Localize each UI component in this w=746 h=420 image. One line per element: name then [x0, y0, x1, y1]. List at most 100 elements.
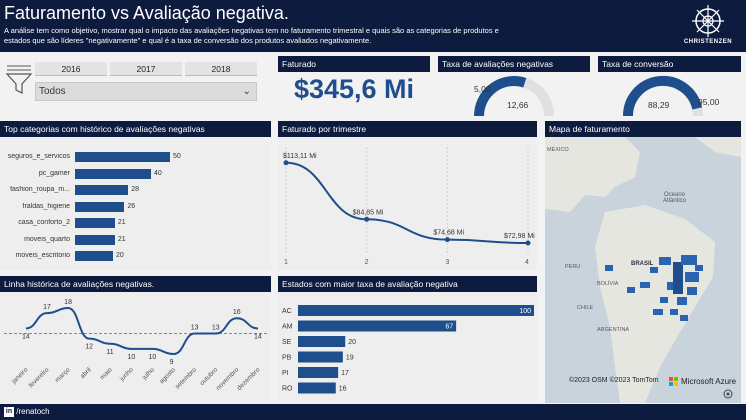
page-subtitle: A análise tem como objetivo, mostrar qua… [4, 26, 499, 45]
category-value: 50 [173, 153, 181, 160]
category-label: pc_gamer [38, 169, 70, 177]
category-value: 26 [127, 202, 136, 210]
taxa-conversao-value: 88,29 [648, 100, 670, 110]
x-tick-label: fevereiro [28, 366, 51, 389]
category-value: 21 [117, 235, 126, 243]
taxa-conversao-header: Taxa de conversão [598, 56, 741, 72]
category-label: fashion_roupa_m... [10, 186, 70, 193]
state-bar[interactable] [298, 382, 336, 394]
state-value: 67 [445, 324, 453, 331]
x-tick-label: maio [99, 366, 114, 381]
linha-historica-header: Linha histórica de avaliações negativas. [0, 276, 271, 292]
trimestre-header: Faturado por trimestre [278, 121, 537, 137]
taxa-conversao-target: 95,00 [698, 97, 720, 107]
x-tick-label: 4 [525, 259, 529, 266]
category-bar[interactable] [75, 234, 115, 245]
category-bar[interactable] [75, 201, 125, 212]
category-dropdown[interactable]: Todos ⌄ [35, 82, 257, 101]
top-categorias-chart: seguros_e_servicos 50 pc_gamer 40 fashion_ro… [0, 137, 271, 270]
category-label: casa_conforto_2 [18, 219, 70, 226]
map-view[interactable]: Oceano Atlântico MÉXICO BRASIL PERU BOLÍV… [545, 137, 741, 403]
x-tick-label: setembro [174, 366, 198, 390]
footer: in /renatoch [0, 404, 746, 420]
state-value: 100 [519, 308, 531, 315]
page-title: Faturamento vs Avaliação negativa. [4, 3, 289, 23]
linkedin-icon[interactable]: in [4, 407, 14, 417]
category-label: moveis_quarto [24, 235, 70, 243]
data-label: $72,98 Mi [504, 233, 535, 240]
data-label: $74,68 Mi [433, 230, 464, 237]
taxa-conversao-gauge [622, 75, 703, 117]
data-point[interactable] [444, 237, 450, 243]
category-label: seguros_e_servicos [7, 153, 70, 160]
data-label: $84,85 Mi [353, 209, 384, 216]
taxa-negativa-target: 5,00 [474, 84, 491, 94]
state-value: 16 [339, 386, 347, 393]
category-bar[interactable] [75, 251, 113, 261]
data-label: 14 [254, 333, 262, 340]
ship-wheel-icon [692, 5, 724, 37]
header: Faturamento vs Avaliação negativa. A aná… [0, 0, 746, 52]
brand-logo: CHRISTENZEN [676, 3, 740, 49]
category-bar[interactable] [75, 152, 170, 162]
category-bar[interactable] [75, 185, 129, 195]
category-bar[interactable] [75, 218, 115, 228]
data-label: 17 [43, 304, 51, 311]
brand-name: CHRISTENZEN [683, 39, 733, 45]
category-label: fraldas_higiene [22, 202, 70, 210]
funnel-icon [5, 65, 33, 94]
state-label: SE [282, 339, 292, 346]
category-bar[interactable] [75, 168, 151, 179]
state-bar[interactable] [298, 320, 457, 332]
x-tick-label: julho [141, 366, 157, 382]
series-line [25, 306, 259, 356]
state-value: 17 [341, 370, 349, 377]
x-tick-label: 1 [284, 259, 288, 266]
estados-chart: AC 100 AM 67 SE 20 PB 19 PI 17 RO 16 [278, 292, 537, 403]
x-tick-label: abril [79, 366, 93, 380]
gauge-fill [622, 75, 703, 117]
data-label: 14 [22, 333, 30, 340]
mapa-header: Mapa de faturamento [545, 121, 741, 137]
trimestre-chart: $113,11 Mi 1 $84,85 Mi 2 $74,68 Mi 3 $72,98 Mi… [278, 137, 537, 270]
taxa-negativa-value: 12,66 [507, 100, 529, 110]
category-value: 20 [116, 252, 124, 259]
linkedin-handle[interactable]: /renatoch [16, 407, 50, 416]
chevron-down-icon[interactable]: ⌄ [242, 86, 251, 97]
map-land [545, 137, 741, 403]
category-label: moveis_escritorio [15, 252, 70, 259]
locate-icon[interactable] [723, 389, 733, 399]
x-tick-label: janeiro [10, 366, 30, 386]
x-tick-label: dezembro [236, 366, 262, 392]
x-tick-label: agosto [158, 366, 177, 385]
data-point[interactable] [364, 216, 370, 222]
data-point[interactable] [525, 240, 531, 246]
state-bar[interactable] [298, 351, 343, 363]
x-tick-label: junho [118, 366, 135, 383]
state-label: PI [282, 370, 289, 377]
data-label: 13 [212, 325, 220, 332]
top-categorias-header: Top categorias com histórico de avaliaçõ… [0, 121, 271, 137]
data-label: 18 [64, 299, 72, 306]
state-value: 19 [346, 355, 354, 362]
state-bar[interactable] [298, 336, 346, 347]
year-button-2018[interactable]: 2018 [185, 62, 257, 76]
x-tick-label: 2 [365, 259, 369, 266]
taxa-negativa-gauge [474, 76, 554, 117]
data-label: 13 [191, 325, 199, 332]
linha-historica-chart: 14 janeiro 17 fevereiro 18 março 12 abril 11 maio… [0, 292, 271, 403]
data-point[interactable] [283, 160, 289, 166]
year-button-2017[interactable]: 2017 [110, 62, 182, 76]
map-label-peru: PERU [565, 264, 581, 270]
faturado-header: Faturado [278, 56, 430, 72]
category-value: 21 [117, 219, 126, 226]
state-label: AM [282, 324, 293, 331]
state-bar[interactable] [298, 367, 339, 378]
state-label: RO [282, 386, 293, 393]
data-label: 10 [149, 354, 157, 361]
state-bar[interactable] [298, 305, 534, 316]
estados-header: Estados com maior taxa de avaliação nega… [278, 276, 537, 292]
dropdown-value: Todos [39, 86, 66, 97]
map-label-argentina: ARGENTINA [597, 327, 630, 333]
year-button-2016[interactable]: 2016 [35, 62, 107, 76]
